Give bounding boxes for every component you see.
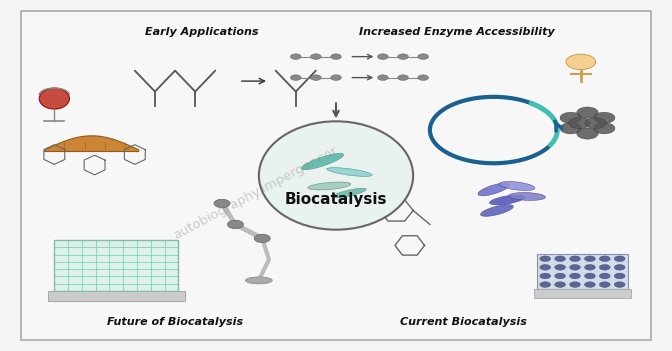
- FancyBboxPatch shape: [48, 291, 185, 302]
- Circle shape: [614, 256, 625, 261]
- Circle shape: [569, 118, 590, 129]
- Ellipse shape: [489, 195, 525, 205]
- Circle shape: [418, 75, 429, 80]
- Circle shape: [227, 220, 243, 229]
- Circle shape: [593, 112, 615, 124]
- Circle shape: [585, 282, 595, 287]
- Circle shape: [614, 273, 625, 279]
- Circle shape: [585, 118, 606, 129]
- Circle shape: [585, 256, 595, 261]
- Circle shape: [555, 273, 565, 279]
- Ellipse shape: [308, 182, 351, 190]
- Circle shape: [585, 273, 595, 279]
- Ellipse shape: [480, 205, 513, 216]
- Circle shape: [310, 54, 321, 59]
- Circle shape: [378, 75, 388, 80]
- Circle shape: [331, 75, 341, 80]
- Circle shape: [599, 273, 610, 279]
- Circle shape: [585, 265, 595, 270]
- Circle shape: [555, 282, 565, 287]
- Circle shape: [331, 54, 341, 59]
- Circle shape: [570, 265, 581, 270]
- Circle shape: [555, 256, 565, 261]
- Circle shape: [577, 128, 598, 139]
- Ellipse shape: [333, 188, 366, 198]
- FancyBboxPatch shape: [54, 240, 178, 291]
- Circle shape: [614, 265, 625, 270]
- Circle shape: [540, 282, 550, 287]
- Ellipse shape: [39, 88, 69, 109]
- Circle shape: [577, 107, 598, 118]
- Text: Biocatalysis: Biocatalysis: [285, 192, 387, 207]
- Text: Current Biocatalysis: Current Biocatalysis: [400, 317, 527, 327]
- Circle shape: [599, 265, 610, 270]
- Circle shape: [290, 54, 301, 59]
- Circle shape: [599, 282, 610, 287]
- Text: Increased Enzyme Accessibility: Increased Enzyme Accessibility: [359, 27, 554, 37]
- Text: autobiography.impergar.cor: autobiography.impergar.cor: [171, 144, 340, 242]
- Circle shape: [570, 273, 581, 279]
- Circle shape: [540, 256, 550, 261]
- Circle shape: [570, 256, 581, 261]
- Circle shape: [418, 54, 429, 59]
- Circle shape: [560, 123, 581, 134]
- Circle shape: [310, 75, 321, 80]
- Circle shape: [599, 256, 610, 261]
- Ellipse shape: [327, 168, 372, 177]
- Ellipse shape: [259, 121, 413, 230]
- Ellipse shape: [509, 193, 546, 200]
- Circle shape: [570, 282, 581, 287]
- Circle shape: [540, 265, 550, 270]
- FancyBboxPatch shape: [534, 289, 631, 298]
- Circle shape: [566, 54, 595, 69]
- FancyBboxPatch shape: [537, 254, 628, 289]
- Circle shape: [378, 54, 388, 59]
- Ellipse shape: [499, 181, 535, 191]
- Text: Early Applications: Early Applications: [145, 27, 259, 37]
- Ellipse shape: [302, 153, 343, 170]
- Circle shape: [540, 273, 550, 279]
- Circle shape: [560, 112, 581, 124]
- Circle shape: [254, 234, 270, 243]
- Circle shape: [398, 54, 409, 59]
- Text: Future of Biocatalysis: Future of Biocatalysis: [107, 317, 243, 327]
- Circle shape: [290, 75, 301, 80]
- FancyBboxPatch shape: [21, 11, 651, 340]
- Circle shape: [214, 199, 230, 208]
- Circle shape: [555, 265, 565, 270]
- Circle shape: [593, 123, 615, 134]
- Ellipse shape: [478, 183, 509, 196]
- Ellipse shape: [245, 277, 272, 284]
- Circle shape: [398, 75, 409, 80]
- Circle shape: [614, 282, 625, 287]
